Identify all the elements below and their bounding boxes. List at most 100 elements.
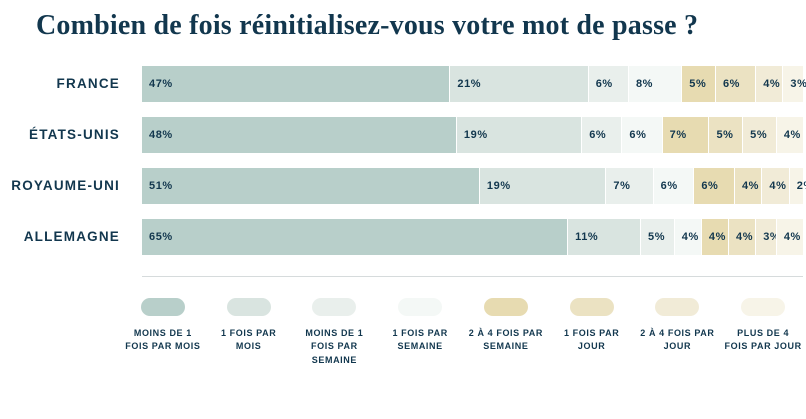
- legend-item: MOINS DE 1 FOIS PAR MOIS: [120, 297, 206, 354]
- legend-divider: [142, 275, 803, 277]
- legend-item: 1 FOIS PAR MOIS: [206, 297, 292, 354]
- legend-label: MOINS DE 1 FOIS PAR SEMAINE: [305, 327, 364, 365]
- legend-item: 1 FOIS PAR SEMAINE: [377, 297, 463, 354]
- segment-value-label: 6%: [722, 77, 741, 90]
- bar-segment: 4%: [775, 218, 803, 255]
- legend-swatch: [741, 297, 786, 316]
- segment-value-label: 6%: [595, 77, 613, 90]
- segment-value-label: 4%: [769, 179, 787, 192]
- bar-segment: 48%: [142, 116, 456, 153]
- segment-value-label: 6%: [701, 179, 719, 192]
- bar-segment: 11%: [567, 218, 641, 255]
- segment-value-label: 4%: [736, 230, 754, 243]
- legend-item: 2 À 4 FOIS PAR SEMAINE: [463, 297, 549, 354]
- bar-segment: 7%: [605, 167, 653, 204]
- segment-value-label: 5%: [689, 77, 707, 90]
- bar-segment: 4%: [728, 218, 756, 255]
- bar-segment: 19%: [455, 116, 582, 153]
- segment-value-label: 19%: [463, 128, 488, 141]
- legend-swatch: [655, 297, 700, 316]
- bar-segment: 6%: [581, 116, 622, 153]
- bar-segment: 5%: [681, 65, 715, 102]
- legend-item: 2 À 4 FOIS PAR JOUR: [635, 297, 721, 354]
- legend-label: 2 À 4 FOIS PAR JOUR: [640, 327, 715, 352]
- segment-value-label: 6%: [660, 179, 678, 192]
- legend-swatch: [140, 297, 185, 316]
- segment-value-label: 8%: [635, 77, 654, 90]
- bar-segment: 51%: [142, 167, 479, 204]
- segment-value-label: 19%: [486, 179, 511, 192]
- legend-swatch: [483, 297, 528, 316]
- legend-swatch: [226, 297, 271, 316]
- country-row: ÉTATS-UNIS 48% 19% 6% 6% 7% 5% 5% 4%: [0, 116, 803, 153]
- country-row: ALLEMAGNE 65% 11% 5% 4% 4% 4% 3% 4%: [0, 218, 803, 255]
- bar-segment: 65%: [142, 218, 568, 255]
- legend-label: 1 FOIS PAR SEMAINE: [392, 327, 448, 352]
- bar-segment: 47%: [142, 65, 450, 102]
- segment-value-label: 51%: [149, 179, 173, 192]
- stacked-bar: 47% 21% 6% 8% 5% 6% 4% 3%: [142, 65, 806, 102]
- segment-value-label: 65%: [149, 230, 173, 243]
- segment-value-label: 48%: [149, 128, 173, 141]
- stacked-bar: 48% 19% 6% 6% 7% 5% 5% 4%: [142, 116, 803, 153]
- legend-item: 1 FOIS PAR JOUR: [549, 297, 635, 354]
- segment-value-label: 47%: [149, 77, 173, 90]
- bar-segment: 19%: [478, 167, 606, 204]
- segment-value-label: 3%: [790, 77, 806, 90]
- segment-value-label: 21%: [457, 77, 482, 90]
- segment-value-label: 4%: [681, 230, 699, 243]
- segment-value-label: 4%: [763, 77, 781, 90]
- legend-swatch: [312, 297, 357, 316]
- segment-value-label: 11%: [575, 230, 599, 243]
- segment-value-label: 6%: [629, 128, 647, 141]
- legend: MOINS DE 1 FOIS PAR MOIS 1 FOIS PAR MOIS…: [120, 297, 806, 368]
- bar-segment: 6%: [652, 167, 694, 204]
- segment-value-label: 5%: [648, 230, 666, 243]
- legend-label: 1 FOIS PAR MOIS: [220, 327, 277, 352]
- bar-segment: 4%: [733, 167, 762, 204]
- bar-segment: 3%: [755, 218, 780, 255]
- segment-value-label: 7%: [669, 128, 687, 141]
- country-row: FRANCE 47% 21% 6% 8% 5% 6% 4% 3%: [0, 65, 806, 102]
- bar-segment: 4%: [761, 167, 789, 204]
- segment-value-label: 2%: [796, 179, 806, 192]
- bar-segment: 5%: [742, 116, 776, 153]
- country-label: ALLEMAGNE: [23, 229, 120, 245]
- bar-segment: 5%: [708, 116, 743, 153]
- segment-value-label: 4%: [783, 128, 801, 141]
- country-label: ROYAUME-UNI: [11, 178, 120, 194]
- segment-value-label: 6%: [589, 128, 607, 141]
- segment-value-label: 4%: [783, 230, 801, 243]
- country-label: ÉTATS-UNIS: [29, 127, 120, 143]
- segment-value-label: 3%: [763, 230, 781, 243]
- bar-segment: 4%: [673, 218, 701, 255]
- segment-value-label: 4%: [708, 230, 726, 243]
- bar-segment: 7%: [661, 116, 709, 153]
- bar-segment: 8%: [627, 65, 682, 102]
- bar-segment: 6%: [693, 167, 734, 204]
- country-label: FRANCE: [56, 76, 120, 92]
- bar-segment: 4%: [700, 218, 729, 255]
- bar-segment: 6%: [587, 65, 628, 102]
- legend-label: MOINS DE 1 FOIS PAR MOIS: [125, 327, 201, 352]
- bar-segment: 6%: [714, 65, 756, 102]
- country-row: ROYAUME-UNI 51% 19% 7% 6% 6% 4% 4% 2%: [0, 167, 806, 204]
- bar-segment: 2%: [788, 167, 806, 204]
- segment-value-label: 5%: [750, 128, 768, 141]
- chart-title: Combien de fois réinitialisez-vous votre…: [36, 10, 699, 41]
- bar-segment: 4%: [755, 65, 783, 102]
- segment-value-label: 5%: [716, 128, 734, 141]
- bar-segment: 21%: [449, 65, 588, 102]
- bar-segment: 5%: [640, 218, 674, 255]
- legend-label: 1 FOIS PAR JOUR: [563, 327, 620, 352]
- bar-segment: 6%: [621, 116, 662, 153]
- legend-label: 2 À 4 FOIS PAR SEMAINE: [468, 327, 543, 352]
- legend-swatch: [569, 297, 614, 316]
- legend-swatch: [398, 297, 443, 316]
- legend-item: PLUS DE 4 FOIS PAR JOUR: [720, 297, 806, 354]
- segment-value-label: 4%: [741, 179, 760, 192]
- bar-segment: 4%: [775, 116, 803, 153]
- stacked-bar: 51% 19% 7% 6% 6% 4% 4% 2%: [142, 167, 806, 204]
- legend-item: MOINS DE 1 FOIS PAR SEMAINE: [292, 297, 378, 368]
